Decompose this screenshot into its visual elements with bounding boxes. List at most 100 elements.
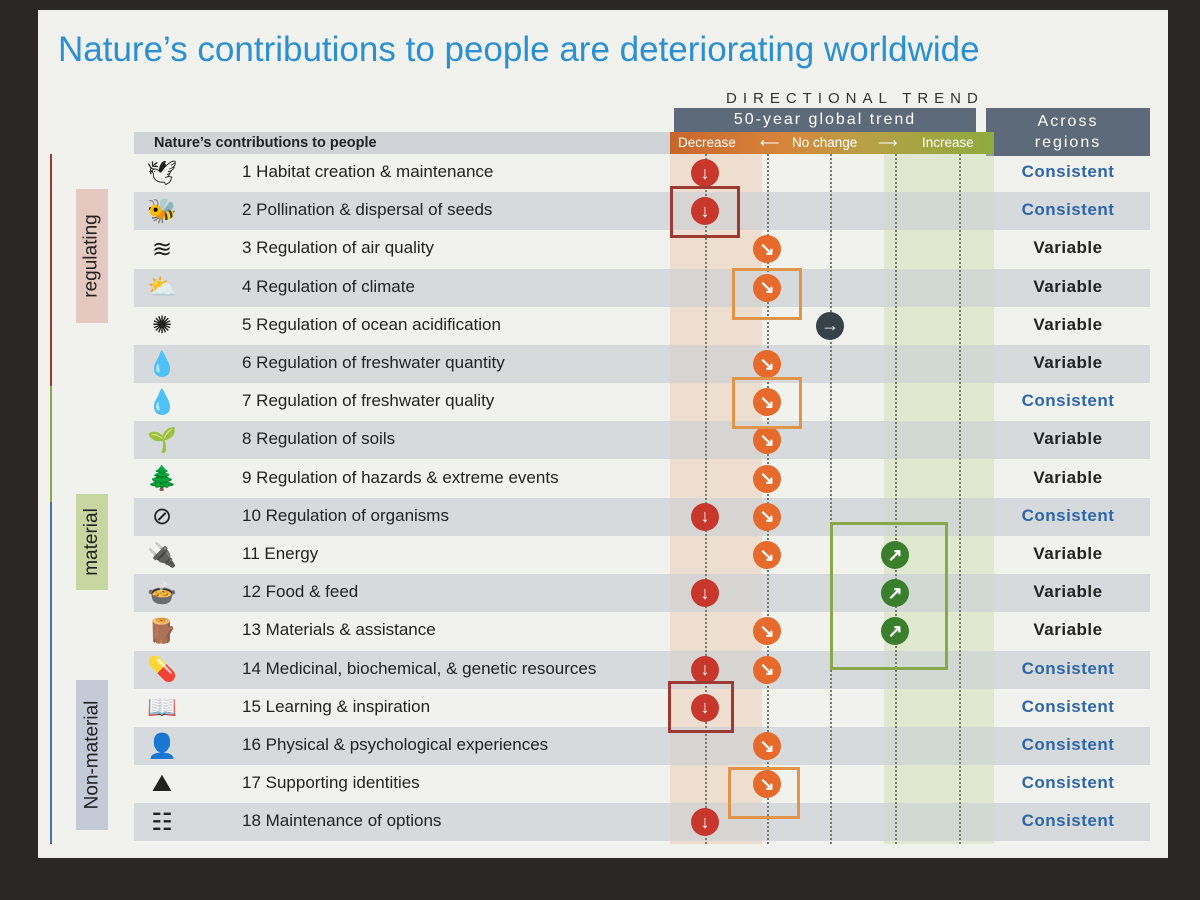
table-row: 🍲 12 Food & feed Variable	[134, 574, 1150, 613]
water-drop-icon: 💧	[147, 388, 177, 416]
scale-increase-label: Increase	[922, 135, 974, 150]
wind-icon: ≋	[151, 235, 173, 263]
trend-decrease-icon: ↓	[691, 159, 719, 187]
energy-plug-icon: 🔌	[147, 541, 177, 569]
region-consistency: Variable	[1033, 467, 1103, 487]
table-row: ⊘ 10 Regulation of organisms Consistent	[134, 497, 1150, 536]
row-label: 2 Pollination & dispersal of seeds	[242, 200, 493, 220]
category-line	[50, 502, 52, 844]
highlight-box-climate	[732, 268, 802, 320]
category-label: material	[81, 508, 103, 576]
region-consistency: Consistent	[1021, 162, 1115, 181]
region-consistency: Consistent	[1021, 391, 1115, 411]
table-row: 🌱 8 Regulation of soils Variable	[134, 421, 1150, 460]
hierarchy-icon: ☷	[151, 808, 173, 836]
table-row: ⛰ 17 Supporting identities Consistent	[134, 765, 1150, 803]
region-consistency: Variable	[1033, 429, 1103, 449]
trend-decrease-icon: ↓	[691, 197, 719, 226]
trend-gridline-increase	[959, 154, 961, 844]
table-row: ≋ 3 Regulation of air quality Variable	[134, 230, 1150, 268]
row-label: 18 Maintenance of options	[242, 811, 442, 831]
category-line	[50, 154, 52, 386]
trend-moderate-decrease-icon: ↘	[753, 655, 781, 684]
book-icon: 📖	[147, 694, 177, 722]
region-consistency: Consistent	[1021, 773, 1115, 793]
table-row: ⛅ 4 Regulation of climate Variable	[134, 268, 1150, 307]
table-row: ☷ 18 Maintenance of options Consistent	[134, 803, 1150, 842]
table-row: 🕊 1 Habitat creation & maintenance Consist…	[134, 154, 1150, 192]
trend-gridline-moderate-increase	[895, 154, 897, 844]
category-material: material	[76, 494, 108, 590]
table-row: 💊 14 Medicinal, biochemical, & genetic re…	[134, 650, 1150, 689]
trend-decrease-icon: ↓	[691, 808, 719, 837]
highlight-box-pollination	[670, 186, 740, 238]
across-regions-header: Across regions	[986, 108, 1150, 156]
row-label: 1 Habitat creation & maintenance	[242, 162, 494, 181]
region-consistency: Variable	[1033, 544, 1103, 563]
slide: Nature’s contributions to people are det…	[38, 10, 1168, 858]
trend-increase-icon: ↗	[881, 617, 909, 646]
category-regulating: regulating	[76, 189, 108, 323]
region-consistency: Variable	[1033, 314, 1103, 334]
region-consistency: Consistent	[1021, 658, 1115, 678]
soil-sprout-icon: 🌱	[147, 426, 177, 454]
region-consistency: Variable	[1033, 353, 1103, 372]
trend-moderate-decrease-icon: ↘	[753, 770, 781, 799]
trend-moderate-decrease-icon: ↘	[753, 426, 781, 455]
highlight-box-freshwater-quality	[732, 377, 802, 429]
trend-decrease-icon: ↓	[691, 693, 719, 722]
row-label: 3 Regulation of air quality	[242, 238, 434, 258]
medicine-icon: 💊	[147, 656, 177, 684]
trend-moderate-decrease-icon: ↘	[753, 350, 781, 378]
global-trend-header: 50-year global trend	[674, 108, 976, 132]
table-row: 🐝 2 Pollination & dispersal of seeds Consi…	[134, 192, 1150, 231]
trees-icon: 🌲	[147, 465, 177, 493]
head-icon: 👤	[147, 732, 177, 760]
trend-decrease-icon: ↓	[691, 502, 719, 531]
region-consistency: Consistent	[1021, 735, 1115, 754]
trend-moderate-decrease-icon: ↘	[753, 464, 781, 493]
trend-increase-icon: ↗	[881, 579, 909, 608]
table-row: ✺ 5 Regulation of ocean acidification Vari…	[134, 307, 1150, 345]
sea-urchin-icon: ✺	[151, 312, 173, 340]
row-label: 16 Physical & psychological experiences	[242, 735, 549, 754]
table-row: 📖 15 Learning & inspiration Consistent	[134, 689, 1150, 727]
row-label: 12 Food & feed	[242, 582, 359, 602]
trend-moderate-decrease-icon: ↘	[753, 235, 781, 264]
trend-decrease-icon: ↓	[691, 579, 719, 608]
scale-left-arrow-icon: ⟵	[760, 135, 780, 150]
table-row: 🪵 13 Materials & assistance Variable	[134, 612, 1150, 650]
trend-moderate-decrease-icon: ↘	[753, 502, 781, 531]
trend-moderate-decrease-icon: ↘	[753, 541, 781, 569]
trend-moderate-decrease-icon: ↘	[753, 617, 781, 646]
contributions-column-header: Nature’s contributions to people	[134, 132, 670, 154]
trend-gridline-decrease	[705, 154, 707, 844]
category-non-material: Non-material	[76, 680, 108, 830]
bee-icon: 🐝	[147, 197, 177, 225]
water-drops-icon: 💧	[147, 350, 177, 378]
region-consistency: Variable	[1033, 620, 1103, 640]
highlight-box-learning	[668, 681, 734, 733]
region-consistency: Consistent	[1021, 696, 1115, 716]
row-label: 10 Regulation of organisms	[242, 505, 449, 525]
landscape-icon: ⛰	[151, 770, 173, 798]
row-label: 15 Learning & inspiration	[242, 696, 431, 716]
category-label: regulating	[81, 214, 103, 298]
trend-gridline-no-change	[830, 154, 832, 844]
trend-moderate-decrease-icon: ↘	[753, 273, 781, 302]
row-label: 9 Regulation of hazards & extreme events	[242, 467, 559, 487]
region-consistency: Consistent	[1021, 200, 1115, 220]
across-regions-line2: regions	[1034, 134, 1102, 151]
page-title: Nature’s contributions to people are det…	[58, 30, 980, 69]
highlight-box-identities	[728, 767, 800, 819]
row-label: 14 Medicinal, biochemical, & genetic res…	[242, 658, 597, 678]
bird-icon: 🕊	[146, 159, 178, 187]
table-row: 👤 16 Physical & psychological experiences…	[134, 727, 1150, 765]
logs-icon: 🪵	[147, 617, 177, 645]
row-label: 4 Regulation of climate	[242, 276, 415, 296]
row-label: 7 Regulation of freshwater quality	[242, 391, 495, 411]
across-regions-line1: Across	[1037, 113, 1099, 130]
region-consistency: Variable	[1033, 238, 1103, 258]
region-consistency: Consistent	[1021, 811, 1115, 831]
region-consistency: Consistent	[1021, 505, 1115, 525]
